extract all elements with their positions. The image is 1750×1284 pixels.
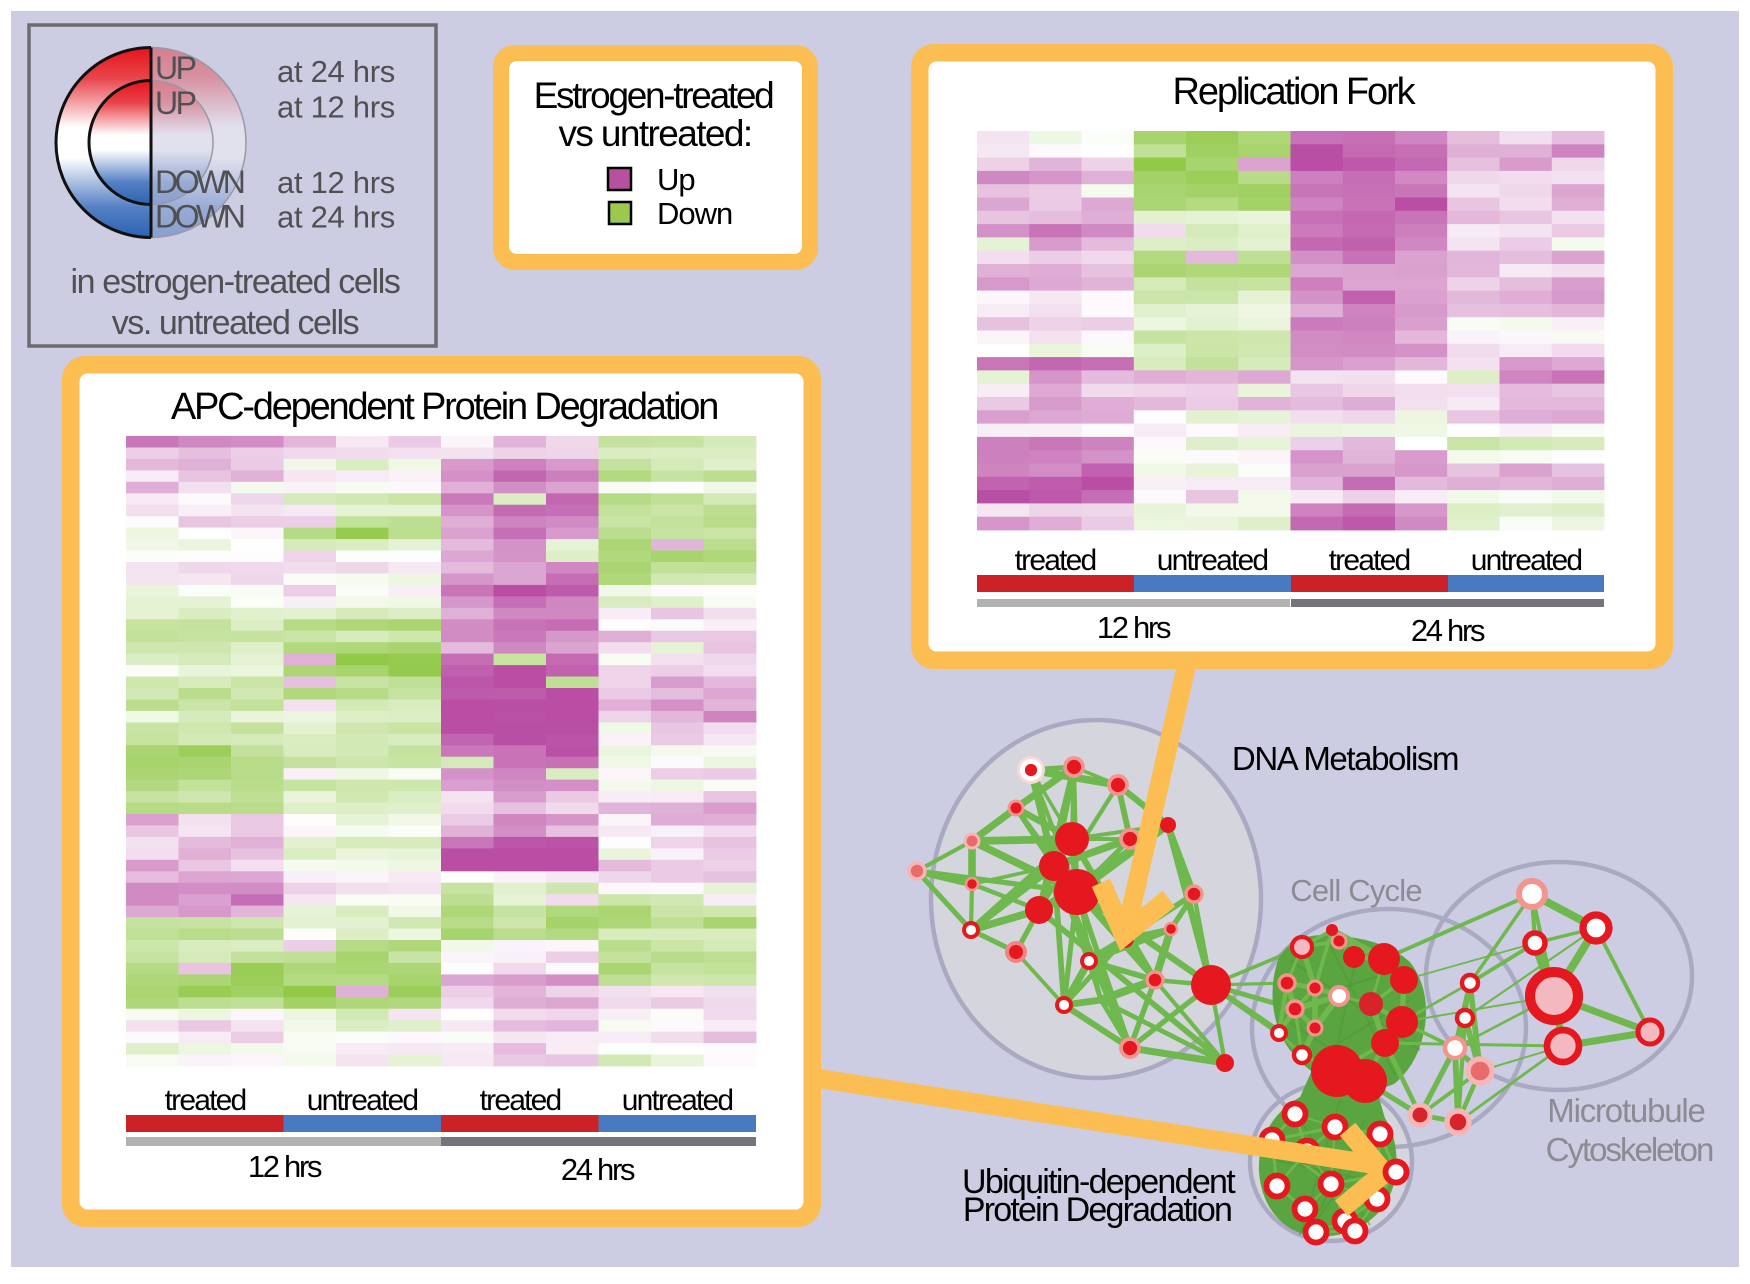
svg-text:treated: treated xyxy=(1015,544,1096,577)
svg-text:at 24 hrs: at 24 hrs xyxy=(277,54,395,89)
svg-text:Up: Up xyxy=(657,162,695,197)
svg-text:vs untreated:: vs untreated: xyxy=(558,113,751,154)
svg-text:UP: UP xyxy=(155,85,196,121)
svg-text:untreated: untreated xyxy=(1471,544,1582,577)
svg-text:DOWN: DOWN xyxy=(155,164,244,200)
svg-text:Estrogen-treated: Estrogen-treated xyxy=(534,75,774,116)
svg-text:in estrogen-treated cells: in estrogen-treated cells xyxy=(70,263,399,301)
svg-text:Down: Down xyxy=(657,196,732,231)
svg-text:Replication Fork: Replication Fork xyxy=(1173,71,1417,113)
svg-text:Ubiquitin-dependent: Ubiquitin-dependent xyxy=(962,1163,1236,1201)
svg-text:APC-dependent Protein Degradat: APC-dependent Protein Degradation xyxy=(171,386,717,428)
svg-text:treated: treated xyxy=(480,1084,561,1117)
svg-text:24 hrs: 24 hrs xyxy=(1411,613,1485,648)
svg-text:at 12 hrs: at 12 hrs xyxy=(277,90,395,125)
svg-text:Microtubule: Microtubule xyxy=(1547,1092,1704,1129)
svg-text:DNA Metabolism: DNA Metabolism xyxy=(1232,740,1458,777)
svg-text:untreated: untreated xyxy=(1157,544,1268,577)
svg-text:treated: treated xyxy=(1329,544,1410,577)
svg-text:untreated: untreated xyxy=(622,1084,733,1117)
svg-text:treated: treated xyxy=(165,1084,246,1117)
svg-text:Cytoskeleton: Cytoskeleton xyxy=(1546,1131,1713,1168)
svg-text:UP: UP xyxy=(155,50,196,86)
svg-text:untreated: untreated xyxy=(307,1084,418,1117)
svg-text:at 24 hrs: at 24 hrs xyxy=(277,200,395,235)
svg-text:24 hrs: 24 hrs xyxy=(561,1152,635,1187)
svg-text:vs. untreated cells: vs. untreated cells xyxy=(112,304,359,342)
svg-text:12 hrs: 12 hrs xyxy=(248,1149,322,1184)
svg-text:at 12 hrs: at 12 hrs xyxy=(277,165,395,200)
svg-text:Cell Cycle: Cell Cycle xyxy=(1290,873,1422,908)
svg-text:DOWN: DOWN xyxy=(155,199,244,235)
svg-text:Protein Degradation: Protein Degradation xyxy=(963,1191,1231,1229)
svg-text:12 hrs: 12 hrs xyxy=(1097,610,1171,645)
